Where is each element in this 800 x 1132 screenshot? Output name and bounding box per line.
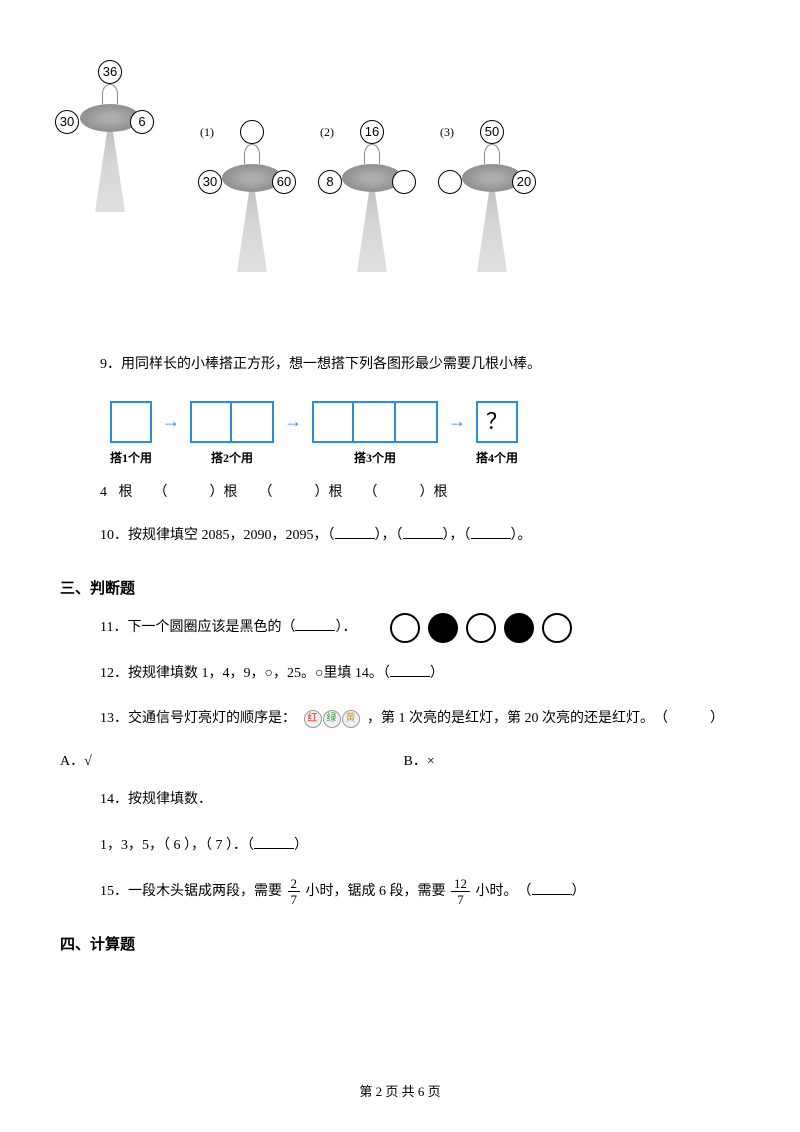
q9-num: 9．	[100, 357, 121, 372]
knot-3-right: 20	[512, 170, 536, 194]
arrow-icon: →	[162, 411, 180, 432]
q10-text: 按规律填空 2085，2090，2095，（	[128, 528, 335, 543]
q13-option-b[interactable]: B．×	[404, 754, 435, 769]
circle-pattern	[390, 613, 572, 643]
q9-text: 用同样长的小棒搭正方形，想一想搭下列各图形最少需要几根小棒。	[121, 357, 541, 372]
knot-example-right: 6	[130, 110, 154, 134]
sq-label-2: 搭2个用	[211, 449, 253, 466]
knot-1-top-blank	[240, 120, 264, 144]
question-10: 10．按规律填空 2085，2090，2095，（），（），（）。	[100, 521, 740, 552]
blank[interactable]	[390, 663, 430, 677]
blank[interactable]	[471, 525, 511, 539]
knot-example-top: 36	[98, 60, 122, 84]
blank[interactable]	[532, 881, 572, 895]
knot-2-top: 16	[360, 120, 384, 144]
q10-num: 10．	[100, 528, 128, 543]
page-footer: 第 2 页 共 6 页	[0, 1081, 800, 1100]
arrow-icon: →	[448, 411, 466, 432]
knot-1-left: 30	[198, 170, 222, 194]
blank[interactable]	[254, 835, 294, 849]
pattern-circle	[428, 613, 458, 643]
blank[interactable]	[403, 525, 443, 539]
q14-text: 按规律填数．	[128, 792, 212, 807]
blank[interactable]	[335, 525, 375, 539]
q13-suffix: ，第 1 次亮的是红灯，第 20 次亮的还是红灯。 （ ）	[367, 711, 724, 726]
fraction-2: 127	[451, 877, 470, 906]
qmark: ？	[476, 401, 518, 443]
knot-2-label: (2)	[320, 125, 334, 140]
knot-3-left-blank	[438, 170, 462, 194]
pattern-circle	[504, 613, 534, 643]
knot-3-label: (3)	[440, 125, 454, 140]
fraction-1: 27	[288, 877, 301, 906]
knot-example: 36 30 6	[60, 60, 160, 310]
section-4-title: 四、计算题	[60, 933, 740, 954]
knot-1-right: 60	[272, 170, 296, 194]
traffic-lights-icon: 红 绿 黄	[304, 710, 360, 728]
section-3-title: 三、判断题	[60, 577, 740, 598]
q14-num: 14．	[100, 792, 128, 807]
knot-2-left: 8	[318, 170, 342, 194]
q13-num: 13．	[100, 711, 128, 726]
question-13: 13．交通信号灯亮灯的顺序是： 红 绿 黄 ，第 1 次亮的是红灯，第 20 次…	[100, 704, 740, 735]
pattern-circle	[390, 613, 420, 643]
knot-example-left: 30	[55, 110, 79, 134]
q15-num: 15．	[100, 884, 128, 899]
knot-1-label: (1)	[200, 125, 214, 140]
q11-num: 11．	[100, 620, 127, 635]
q12-text: 按规律填数 1，4，9，○，25。○里填 14。（	[128, 666, 390, 681]
q13-prefix: 交通信号灯亮灯的顺序是：	[128, 711, 296, 726]
q9-answer-line: 4 根 （ ）根 （ ）根 （ ）根	[100, 481, 740, 501]
question-14: 14．按规律填数．	[100, 785, 740, 816]
q11-text: 下一个圆圈应该是黑色的（	[127, 620, 295, 635]
sq-label-3: 搭3个用	[354, 449, 396, 466]
knot-figures: 36 30 6 (1) 30 60 (2) 16 8	[60, 60, 740, 320]
squares-diagram: 搭1个用 → 搭2个用 → 搭3个用 → ？ 搭4个用	[110, 401, 740, 466]
knot-3-top: 50	[480, 120, 504, 144]
question-9: 9．用同样长的小棒搭正方形，想一想搭下列各图形最少需要几根小棒。	[100, 350, 740, 381]
blank[interactable]	[295, 617, 335, 631]
q14-line2: 1，3，5，（ 6 ），（ 7 ）．（）	[100, 831, 740, 862]
pattern-circle	[466, 613, 496, 643]
sq-label-4: 搭4个用	[476, 449, 518, 466]
pattern-circle	[542, 613, 572, 643]
knot-item-1: (1) 30 60	[200, 120, 320, 320]
question-12: 12．按规律填数 1，4，9，○，25。○里填 14。（）	[100, 659, 740, 690]
q13-option-a[interactable]: A．√	[60, 750, 400, 770]
arrow-icon: →	[284, 411, 302, 432]
question-11: 11．下一个圆圈应该是黑色的（）．	[100, 613, 740, 644]
sq-label-1: 搭1个用	[110, 449, 152, 466]
question-15: 15．一段木头锯成两段，需要 27 小时，锯成 6 段，需要 127 小时。 （…	[100, 877, 740, 908]
knot-2-right-blank	[392, 170, 416, 194]
knot-item-3: (3) 50 20	[440, 120, 560, 320]
q12-num: 12．	[100, 666, 128, 681]
knot-item-2: (2) 16 8	[320, 120, 440, 320]
